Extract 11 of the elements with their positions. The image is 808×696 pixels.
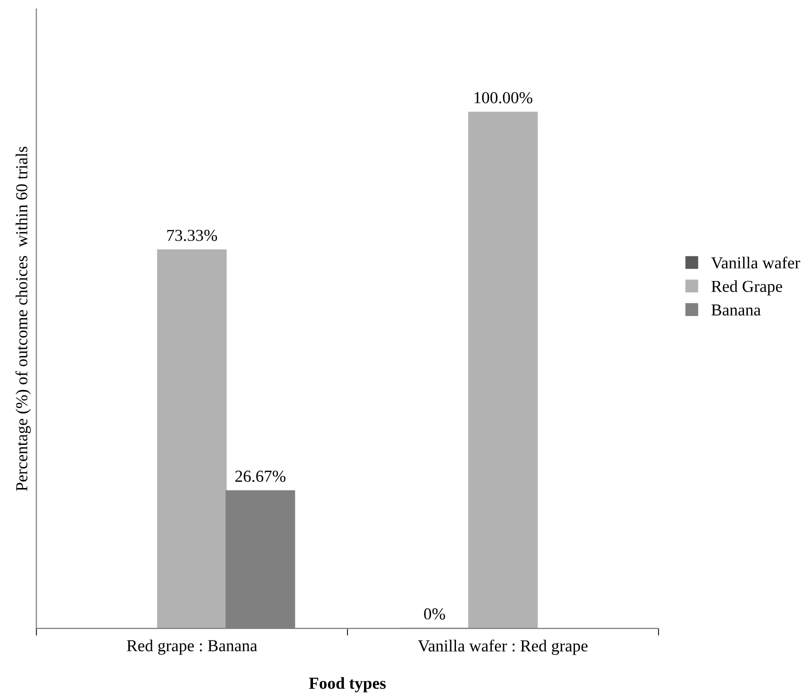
data-label: 100.00% (474, 92, 532, 104)
data-label: 26.67% (235, 470, 286, 482)
x-axis-title: Food types (309, 677, 386, 692)
x-tick-label: Vanilla wafer : Red grape (418, 640, 588, 655)
data-label: 0% (424, 608, 446, 620)
data-label: 73.33% (167, 230, 218, 242)
legend-label: Banana (711, 304, 761, 316)
y-axis-title: Percentage (%) of outcome choices within 60 trials (15, 146, 31, 491)
legend-label: Vanilla wafer (711, 256, 800, 269)
legend-label: Red Grape (711, 280, 782, 296)
x-tick-label: Red grape : Banana (126, 640, 258, 655)
